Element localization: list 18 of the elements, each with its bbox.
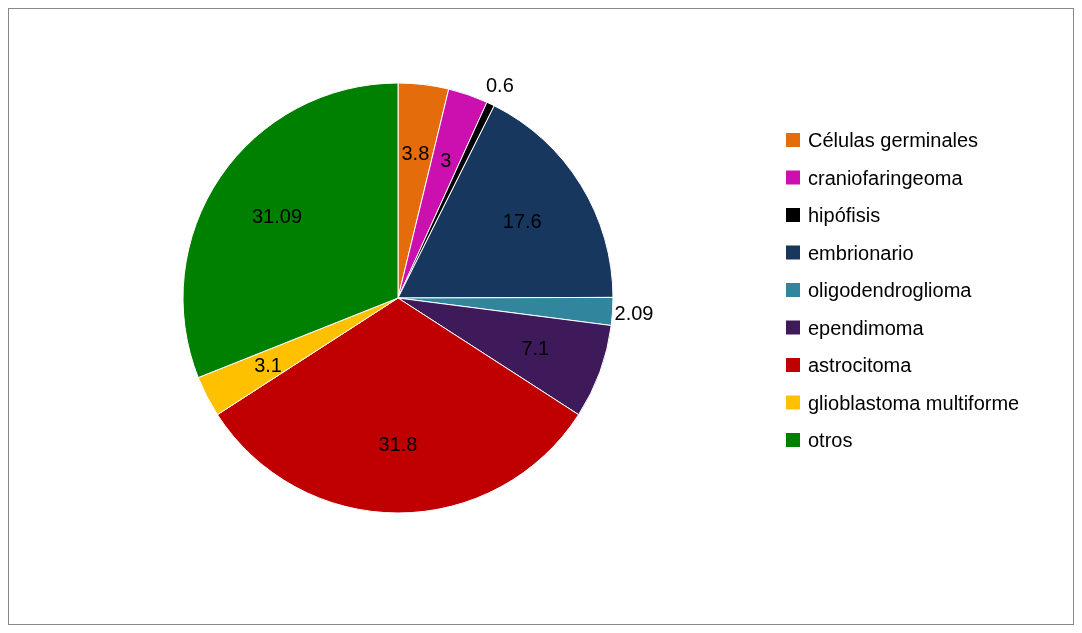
- legend-label: ependimoma: [808, 316, 925, 339]
- data-label: 0.6: [485, 73, 514, 96]
- data-label: 7.1: [521, 337, 550, 360]
- legend-label: hipófisis: [808, 204, 881, 226]
- legend-label: astrocitoma: [808, 354, 913, 376]
- data-label: 3.8: [401, 141, 430, 164]
- data-label: 17.6: [502, 209, 542, 232]
- legend-label: Células germinales: [808, 129, 979, 151]
- data-label: 31.8: [378, 433, 418, 456]
- data-label: 3: [440, 148, 452, 171]
- legend-label: embrionario: [808, 241, 914, 264]
- data-label: 31.09: [251, 204, 303, 227]
- legend-label: glioblastoma multiforme: [808, 391, 1020, 414]
- data-label: 2.09: [614, 301, 654, 324]
- legend-label: craniofaringeoma: [808, 166, 964, 189]
- legend-label: oligodendroglioma: [808, 279, 973, 301]
- legend-label: otros: [808, 429, 853, 451]
- data-label: 3.1: [254, 354, 282, 377]
